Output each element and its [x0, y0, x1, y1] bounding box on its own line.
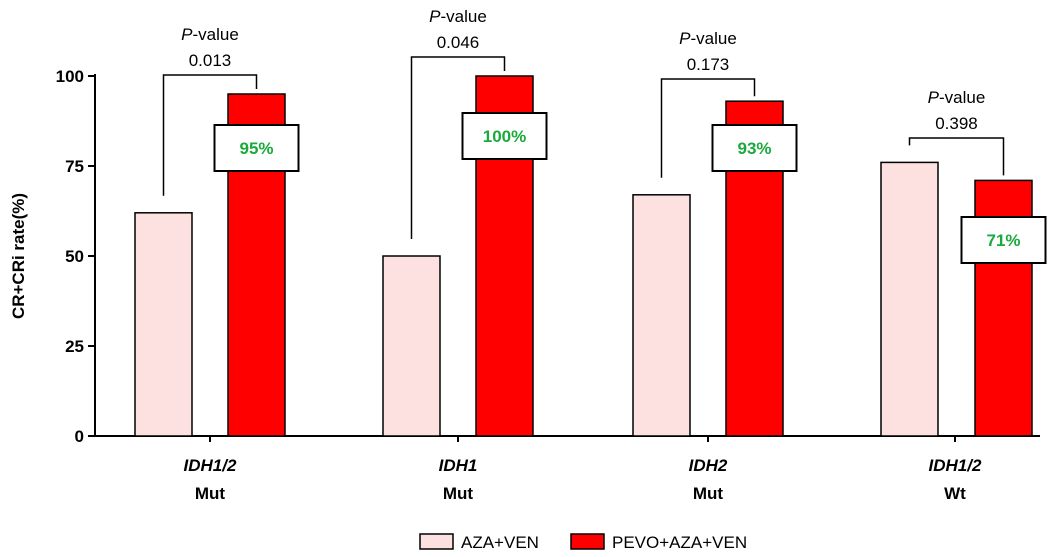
- pvalue-p-letter: P: [181, 25, 193, 44]
- bar-aza-ven: [134, 212, 193, 437]
- pvalue-bracket: [660, 78, 756, 178]
- pvalue-heading: P-value: [429, 7, 487, 26]
- y-tick-label: 50: [65, 247, 84, 266]
- pvalue-p-letter: P: [429, 7, 441, 26]
- data-label-box: [213, 124, 300, 172]
- data-label-box: [960, 216, 1047, 264]
- x-category-sublabel: Wt: [944, 484, 966, 503]
- y-tick-label: 100: [56, 67, 84, 86]
- pvalue-value: 0.398: [935, 114, 978, 133]
- pvalue-bracket: [162, 74, 258, 196]
- x-category-label: IDH1/2: [929, 456, 982, 475]
- y-tick-label: 75: [65, 157, 84, 176]
- data-label: 100%: [483, 127, 526, 146]
- legend-item-pevo-aza-ven-label: PEVO+AZA+VEN: [612, 533, 747, 552]
- pvalue-heading: P-value: [181, 25, 239, 44]
- pvalue-p-letter: P: [679, 29, 691, 48]
- legend-item-pevo-aza-ven-swatch: [570, 533, 605, 550]
- data-label: 71%: [986, 231, 1020, 250]
- pvalue-bracket: [908, 137, 1005, 176]
- pvalue-heading: P-value: [928, 88, 986, 107]
- pvalue-p-letter: P: [928, 88, 940, 107]
- pvalue-value: 0.013: [189, 51, 232, 70]
- x-category-sublabel: Mut: [693, 484, 724, 503]
- pvalue-heading-suffix: -value: [691, 29, 737, 48]
- bar-aza-ven: [632, 194, 691, 437]
- data-label: 93%: [737, 139, 771, 158]
- data-label-box: [711, 124, 798, 172]
- pvalue-value: 0.173: [687, 55, 730, 74]
- legend-item-aza-ven-swatch: [419, 533, 454, 550]
- pvalue-value: 0.046: [437, 33, 480, 52]
- pvalue-heading-suffix: -value: [441, 7, 487, 26]
- bar-aza-ven: [880, 161, 939, 437]
- pvalue-heading: P-value: [679, 29, 737, 48]
- pvalue-heading-suffix: -value: [939, 88, 985, 107]
- data-label-box: [461, 112, 548, 160]
- y-axis-title: CR+CRi rate(%): [9, 193, 28, 319]
- x-category-sublabel: Mut: [443, 484, 474, 503]
- pvalue-bracket: [410, 56, 506, 239]
- y-tick-label: 25: [65, 337, 84, 356]
- x-category-label: IDH1: [439, 456, 478, 475]
- legend: AZA+VEN PEVO+AZA+VEN: [419, 533, 747, 552]
- pvalue-heading-suffix: -value: [193, 25, 239, 44]
- x-category-sublabel: Mut: [195, 484, 226, 503]
- y-tick-label: 0: [75, 427, 84, 446]
- legend-item-aza-ven-label: AZA+VEN: [461, 533, 539, 552]
- bar-aza-ven: [382, 255, 441, 437]
- data-label: 95%: [239, 139, 273, 158]
- x-category-label: IDH1/2: [184, 456, 237, 475]
- x-category-label: IDH2: [689, 456, 728, 475]
- plot-area: 0 25 50 75 100 IDH1/2 Mut IDH1 Mut IDH2 Mut IDH1/2 W…: [56, 7, 1047, 503]
